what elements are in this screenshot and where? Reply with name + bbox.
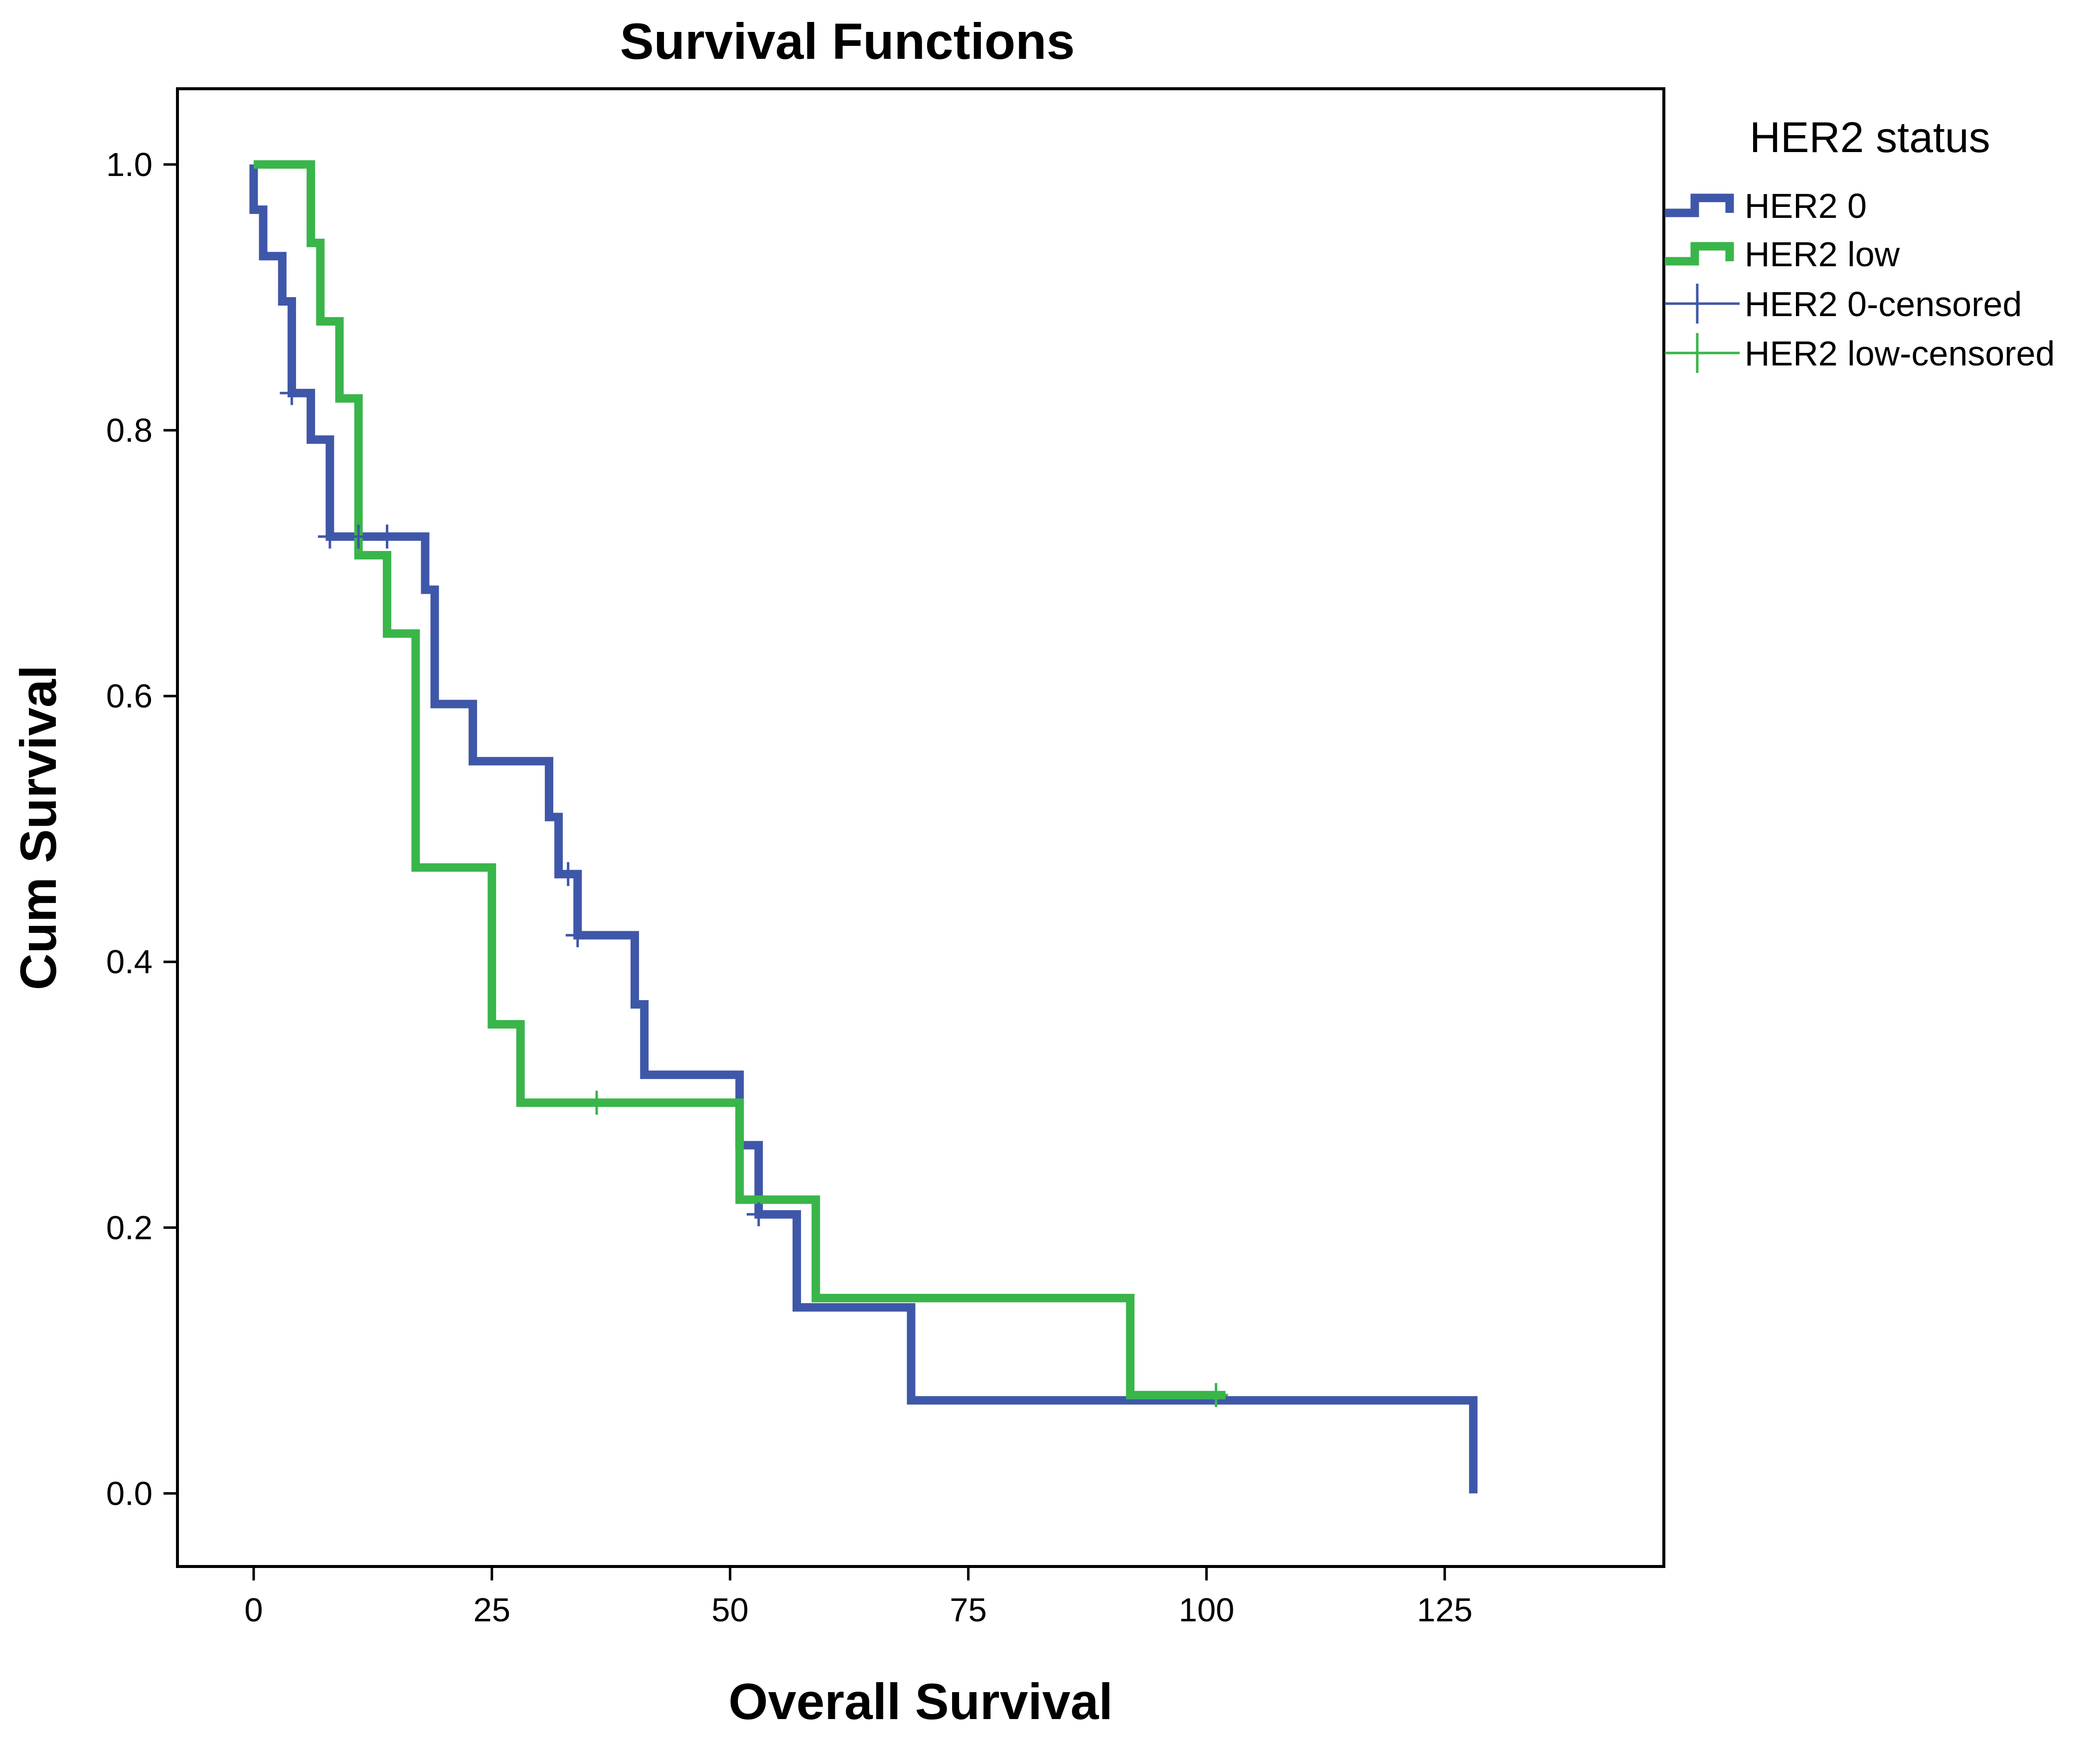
legend-item: HER2 low-censored <box>1665 333 2055 373</box>
legend-label: HER2 0-censored <box>1745 285 2022 324</box>
y-tick-label: 0.0 <box>106 1475 153 1512</box>
x-tick-label: 100 <box>1179 1591 1235 1629</box>
y-axis: 0.0 0.2 0.4 0.6 0.8 1.0 <box>106 146 177 1512</box>
chart-title: Survival Functions <box>620 13 1075 70</box>
legend-swatch <box>1665 242 1734 266</box>
legend-item: HER2 low <box>1665 235 1900 274</box>
legend: HER2 status HER2 0 HER2 low HER2 0-censore… <box>1665 114 2055 373</box>
legend-label: HER2 low <box>1745 235 1900 274</box>
x-tick-label: 0 <box>244 1591 263 1629</box>
y-tick-label: 0.4 <box>106 943 153 981</box>
x-tick-label: 50 <box>711 1591 749 1629</box>
series-layer <box>249 160 1478 1494</box>
x-tick-label: 25 <box>474 1591 511 1629</box>
x-axis: 0 25 50 75 100 125 <box>244 1566 1472 1629</box>
legend-title: HER2 status <box>1750 114 1990 162</box>
y-axis-title: Cum Survival <box>10 665 67 990</box>
legend-item: HER2 0-censored <box>1665 284 2022 324</box>
y-tick-label: 0.2 <box>106 1209 153 1246</box>
x-tick-label: 125 <box>1417 1591 1472 1629</box>
plot-frame <box>176 87 1665 1568</box>
legend-label: HER2 0 <box>1745 186 1867 225</box>
legend-label: HER2 low-censored <box>1745 334 2055 373</box>
series-line-her2-low <box>253 160 1226 1399</box>
legend-item: HER2 0 <box>1665 186 1867 225</box>
y-tick-label: 0.6 <box>106 678 153 715</box>
x-tick-label: 75 <box>950 1591 987 1629</box>
x-axis-title: Overall Survival <box>728 1673 1113 1730</box>
y-tick-label: 1.0 <box>106 146 153 183</box>
y-tick-label: 0.8 <box>106 412 153 449</box>
legend-swatch <box>1665 193 1734 217</box>
